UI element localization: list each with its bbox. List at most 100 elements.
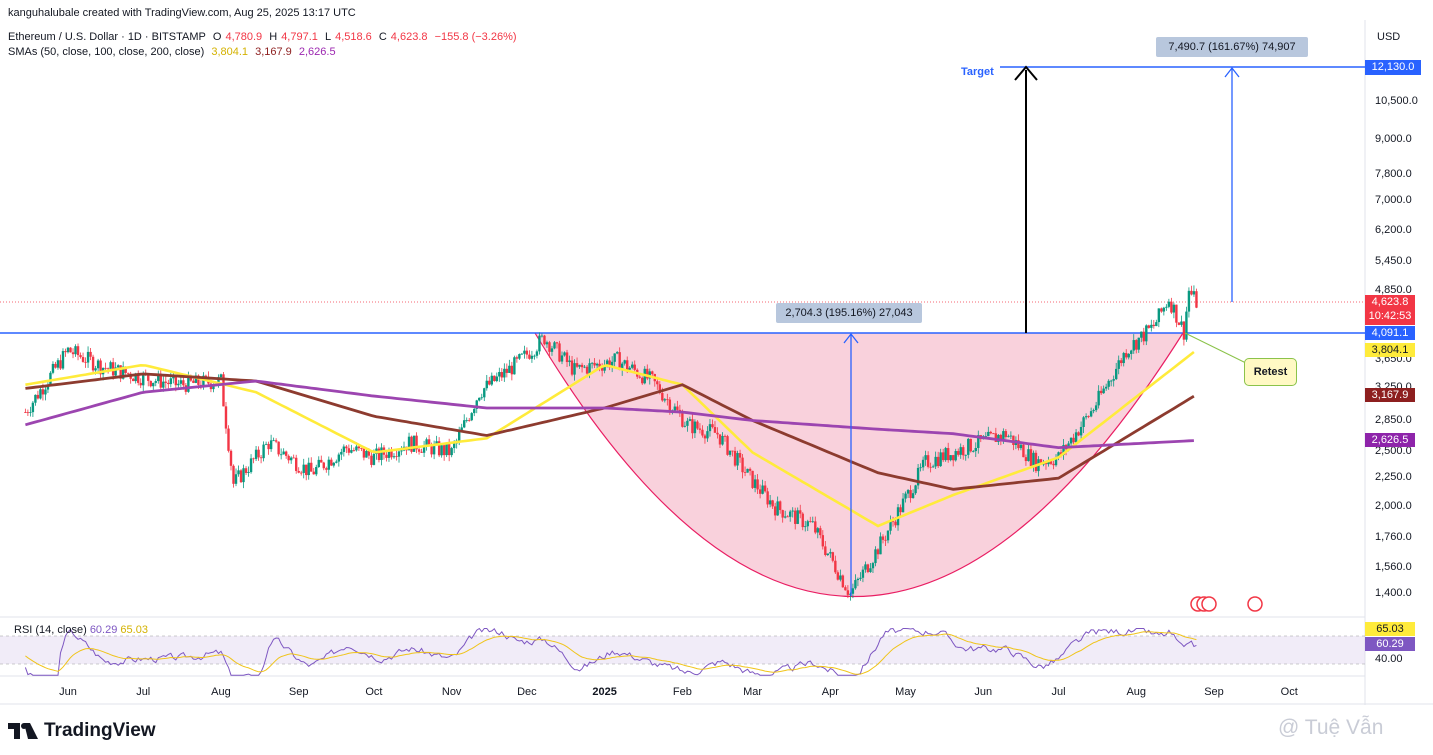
candle-body [786,516,789,518]
measure-mid-label[interactable]: 2,704.3 (195.16%) 27,043 [776,303,922,323]
candle-body [56,360,60,368]
candle-body [289,457,293,461]
candle-body [76,346,80,356]
candle-body [957,451,960,455]
candle-body [1190,290,1193,295]
candle-body [1009,435,1013,437]
symbol-title[interactable]: Ethereum / U.S. Dollar · 1D · BITSTAMP [8,31,206,43]
candle-body [746,468,749,473]
x-tick-label: Sep [1204,686,1224,698]
rsi-value: 60.29 [89,624,118,636]
candle-body [460,427,463,432]
y-tick-label: 7,800.0 [1375,167,1412,180]
candle-body [851,588,855,594]
candle-body [696,421,699,429]
candle-body [949,455,952,461]
candle-body [134,373,137,382]
candle-body [876,549,880,555]
candle-body [713,427,717,433]
candle-body [683,425,687,427]
candle-body [523,350,526,354]
candle-body [407,436,411,451]
sma50-price-tag: 3,804.1 [1365,343,1415,357]
candle-body [899,507,902,513]
candle-body [320,459,323,463]
candle-body [563,352,566,356]
candle-body [711,424,714,428]
candle-body [66,347,70,353]
x-tick-label: 2025 [592,686,617,698]
tradingview-logo[interactable]: TradingView [8,720,156,742]
candle-body [1167,301,1171,307]
candle-body [26,412,30,414]
candle-body [71,352,75,355]
candle-body [239,470,243,483]
candle-body [763,485,767,492]
candle-body [24,412,27,413]
currency-label[interactable]: USD [1377,31,1401,43]
candle-body [861,569,865,578]
candle-body [219,374,223,378]
candle-body [1032,452,1035,466]
candle-body [834,560,837,573]
candle-body [1097,390,1100,406]
candle-body [1160,308,1163,312]
candle-body [302,464,305,473]
sma-lines [25,350,1195,528]
rsi-legend: RSI (14, close) 60.29 65.03 [14,624,148,636]
candle-body [508,365,511,373]
candle-body [427,439,431,445]
candle-body [400,450,403,452]
candle-body [608,360,611,368]
candle-body [325,468,328,470]
candle-body [543,335,546,345]
candle-body [337,454,341,462]
tradingview-brand: TradingView [44,720,156,741]
candle-body [91,356,95,371]
y-tick-label: 5,450.0 [1375,255,1412,268]
y-tick-label: 10,500.0 [1375,95,1418,108]
candle-body [1127,353,1130,358]
candle-body [457,431,461,441]
sma-label[interactable]: SMAs (50, close, 100, close, 200, close) [8,46,205,58]
candle-body [1019,444,1023,449]
sma100-price-tag: 3,167.9 [1365,388,1415,402]
candle-body [237,470,240,475]
candle-body [676,406,679,410]
candle-body [347,448,351,453]
candle-body [139,382,142,386]
measure-top-label[interactable]: 7,490.7 (161.67%) 74,907 [1156,37,1308,57]
ohlc-open: 4,780.9 [225,31,263,43]
candle-body [558,343,561,362]
ohlc-open-label: O [212,31,222,43]
candle-body [909,490,912,499]
x-tick-label: Dec [517,686,537,698]
candle-body [1175,304,1178,323]
watermark: @ Tuệ Vẫn [1278,716,1384,739]
candle-body [631,364,634,368]
candle-body [49,372,52,385]
candle-body [590,362,594,364]
x-tick-label: Aug [1126,686,1147,698]
candle-body [866,564,870,573]
rsi-label[interactable]: RSI (14, close) [14,624,87,636]
candle-body [59,360,62,369]
retest-label[interactable]: Retest [1244,358,1297,386]
candle-body [628,367,631,370]
rsi-ma-value: 65.03 [120,624,148,636]
candle-body [859,577,862,579]
candle-body [1057,452,1060,458]
candle-body [929,466,932,468]
candle-body [781,510,784,518]
candle-body [322,462,325,469]
candle-body [1099,390,1103,394]
target-label: Target [961,66,994,78]
candle-body [701,429,704,436]
candle-body [941,452,945,461]
candle-body [372,454,376,465]
candle-body [668,399,672,412]
candle-body [493,375,496,382]
candle-body [232,465,235,484]
rsi-ma-line [25,631,1197,675]
